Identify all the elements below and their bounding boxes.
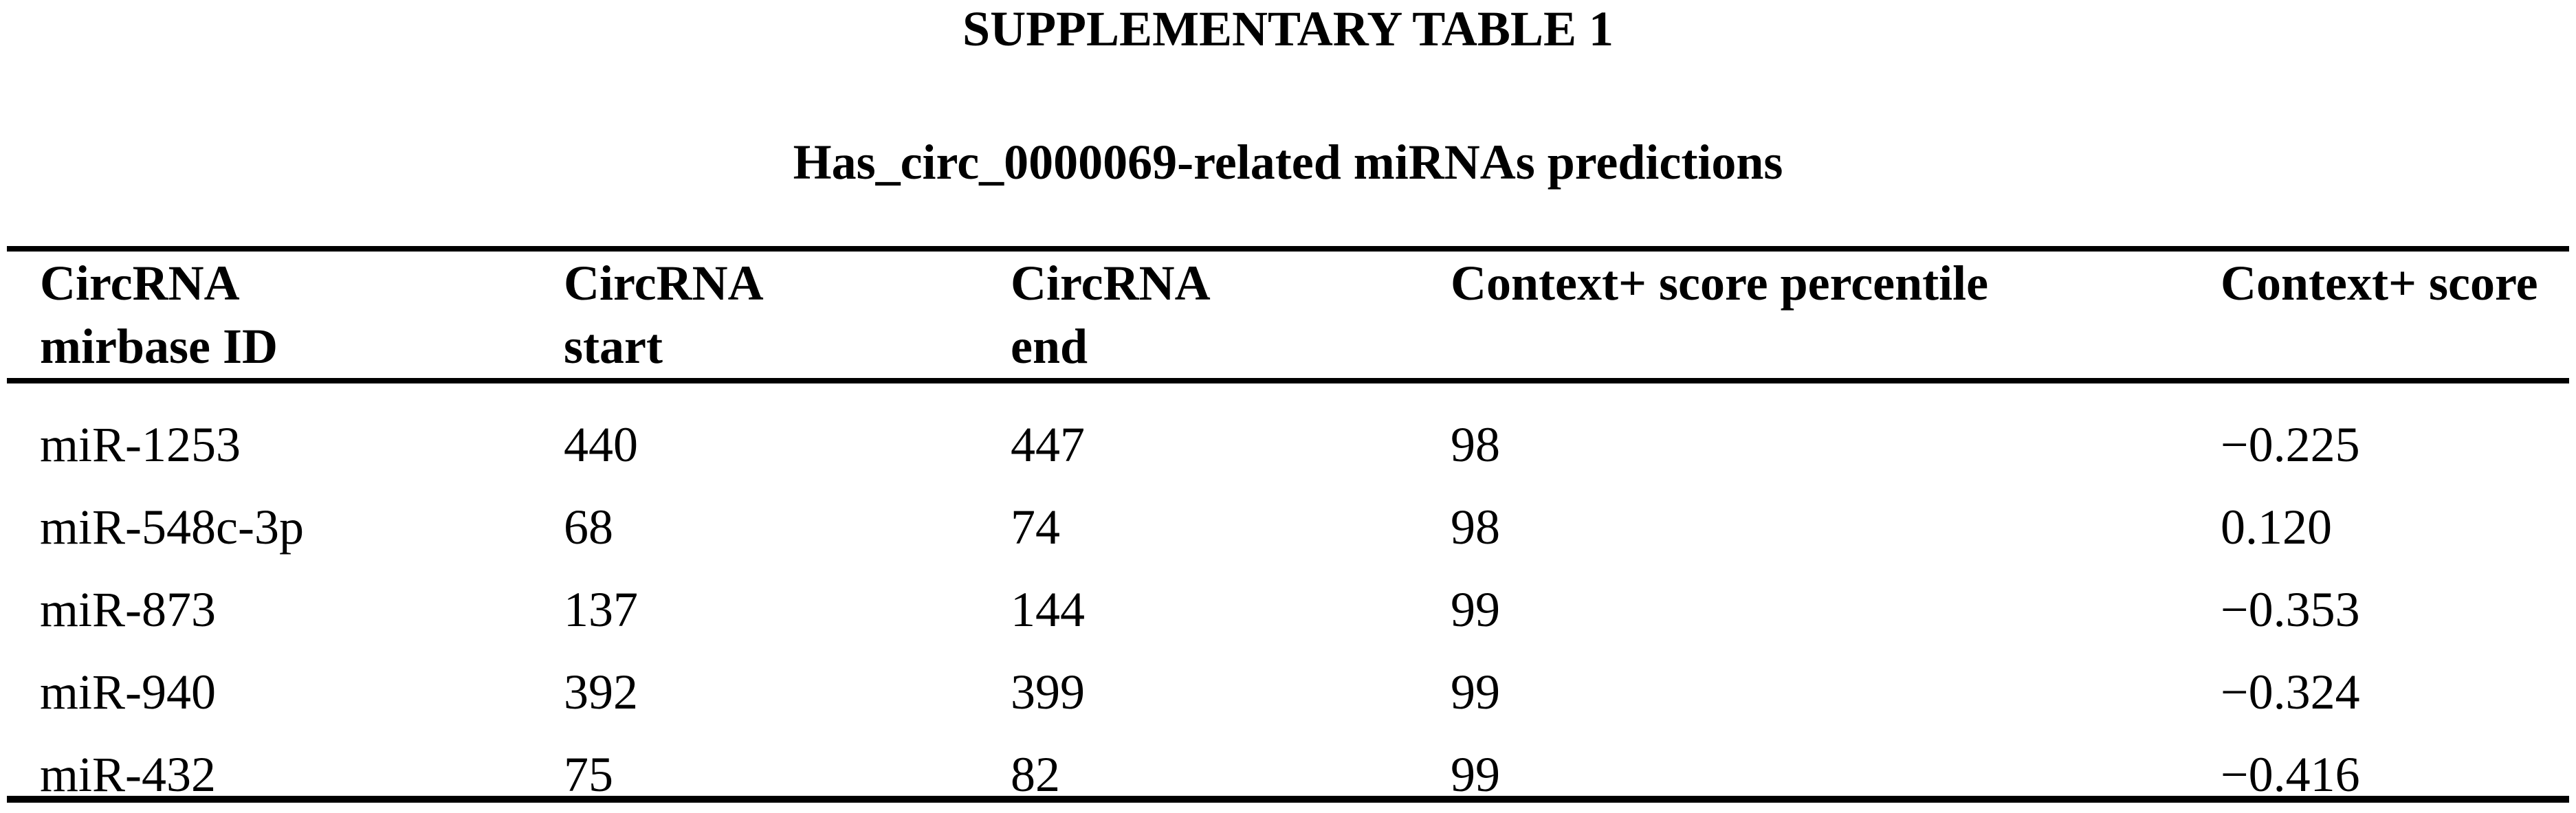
column-header-circrna-mirbase-id: CircRNA mirbase ID	[7, 249, 564, 383]
table-cell-end: 399	[1011, 665, 1085, 720]
table-body: miR-1253 440 447 98 −0.225 miR-548c-3p 6…	[7, 381, 2569, 799]
table-row: miR-432 75 82 99 −0.416	[7, 713, 2569, 799]
table-cell-end: 74	[1011, 500, 1060, 555]
table-cell-end: 144	[1011, 582, 1085, 637]
header-line: CircRNA	[1011, 256, 1211, 311]
table-cell-start: 392	[564, 665, 638, 720]
table-cell-score: 0.120	[2221, 500, 2332, 555]
column-header-circrna-end: CircRNA end	[1011, 249, 1451, 383]
table-cell-start: 137	[564, 582, 638, 637]
column-header-context-score: Context+ score	[2221, 249, 2569, 383]
header-line: start	[564, 319, 663, 374]
column-header-circrna-start: CircRNA start	[564, 249, 1011, 383]
table-cell-score: −0.324	[2221, 665, 2360, 720]
table-subtitle: Has_circ_0000069-related miRNAs predicti…	[793, 135, 1783, 190]
table-cell-mirbase-id: miR-548c-3p	[40, 500, 304, 555]
table-cell-score: −0.353	[2221, 582, 2360, 637]
table-cell-mirbase-id: miR-940	[40, 665, 217, 720]
table-cell-score: −0.416	[2221, 747, 2360, 802]
header-line: mirbase ID	[40, 319, 278, 374]
header-line: CircRNA	[40, 256, 240, 311]
table-cell-score-percentile: 99	[1451, 582, 1500, 637]
header-line: Context+ score	[2221, 256, 2538, 311]
table-row: miR-940 392 399 99 −0.324	[7, 631, 2569, 720]
header-line: Context+ score percentile	[1451, 256, 1989, 311]
table-cell-score-percentile: 99	[1451, 665, 1500, 720]
header-line: CircRNA	[564, 256, 764, 311]
table-cell-score-percentile: 98	[1451, 500, 1500, 555]
header-row: CircRNA mirbase ID CircRNA start CircRNA…	[7, 249, 2569, 383]
table-cell-end: 447	[1011, 417, 1085, 472]
table-cell-score-percentile: 99	[1451, 747, 1500, 802]
table-row: miR-548c-3p 68 74 98 0.120	[7, 466, 2569, 555]
table-cell-start: 440	[564, 417, 638, 472]
column-header-context-score-percentile: Context+ score percentile	[1451, 249, 2221, 383]
mirna-predictions-table: CircRNA mirbase ID CircRNA start CircRNA…	[7, 246, 2569, 803]
supplementary-table-title: SUPPLEMENTARY TABLE 1	[962, 1, 1614, 56]
table-cell-score: −0.225	[2221, 417, 2360, 472]
header-line: end	[1011, 319, 1088, 374]
table-cell-mirbase-id: miR-873	[40, 582, 217, 637]
table-cell-mirbase-id: miR-1253	[40, 417, 241, 472]
table-cell-start: 68	[564, 500, 613, 555]
table-cell-mirbase-id: miR-432	[40, 747, 217, 802]
table-cell-score-percentile: 98	[1451, 417, 1500, 472]
table-row: miR-873 137 144 99 −0.353	[7, 548, 2569, 637]
table-header: CircRNA mirbase ID CircRNA start CircRNA…	[7, 249, 2569, 383]
table-cell-start: 75	[564, 747, 613, 802]
table-cell-end: 82	[1011, 747, 1060, 802]
table-row: miR-1253 440 447 98 −0.225	[7, 381, 2569, 472]
